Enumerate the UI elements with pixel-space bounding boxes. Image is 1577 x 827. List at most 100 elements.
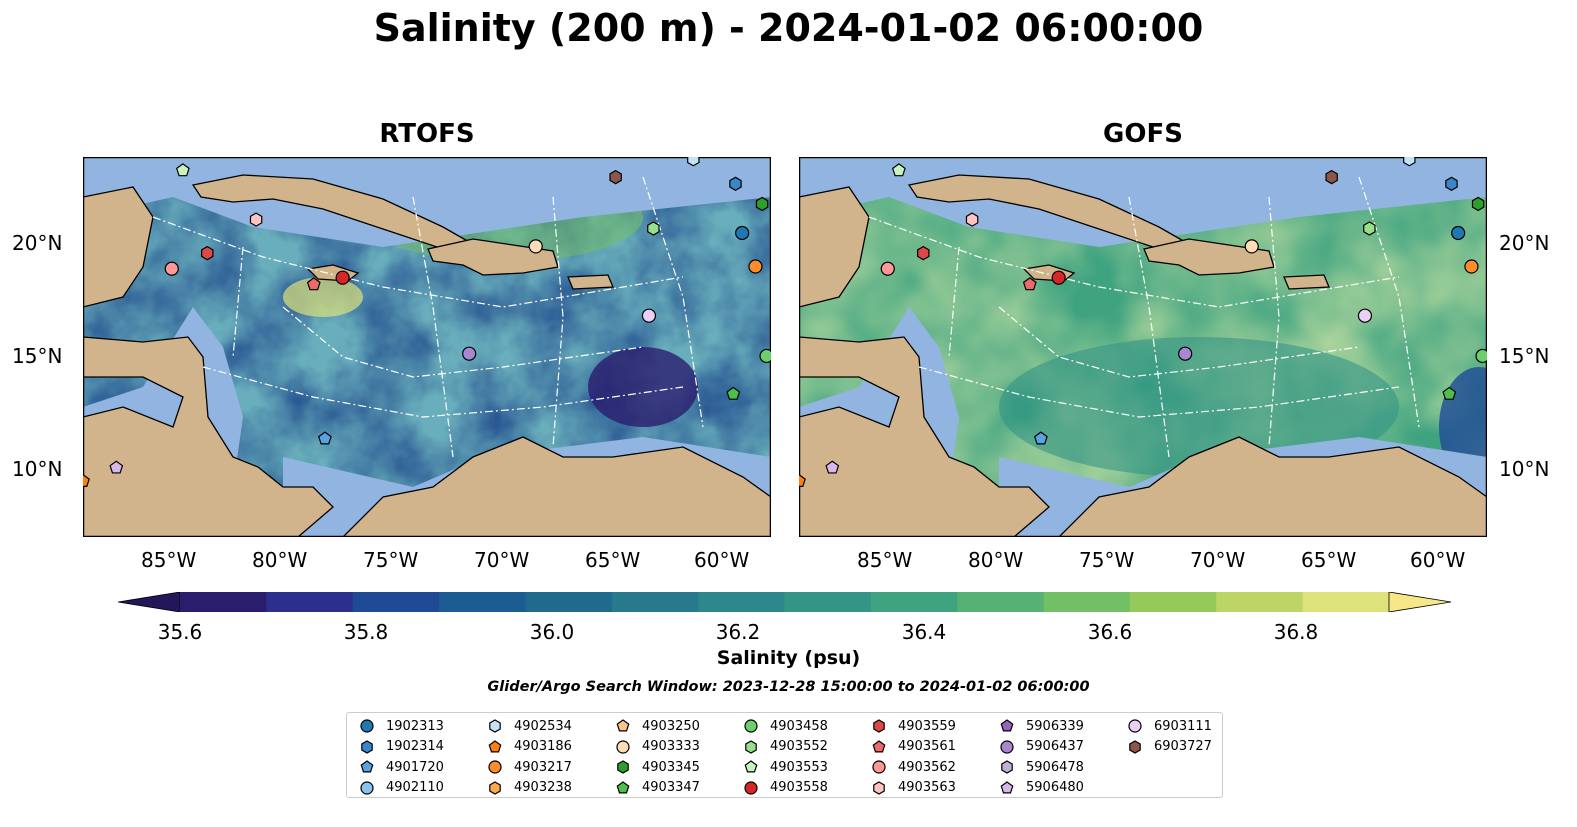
legend-entry: 4903458 <box>743 716 828 736</box>
colorbar-segment <box>1043 592 1131 612</box>
float-marker-4903561 <box>306 277 321 291</box>
legend-label: 4903553 <box>770 759 828 775</box>
boundary-line <box>642 176 704 428</box>
legend-marker-icon <box>1001 760 1013 774</box>
colorbar-segment <box>1216 592 1304 612</box>
float-marker-6903111 <box>1357 308 1373 323</box>
legend-entry: 4903345 <box>615 757 700 777</box>
legend-label: 6903727 <box>1154 739 1212 754</box>
lat-tick-label: 15°N <box>12 344 63 368</box>
lon-tick-label: 60°W <box>694 548 750 572</box>
boundary-line <box>232 246 244 358</box>
legend-label: 5906437 <box>1026 739 1084 754</box>
legend-entry: 5906339 <box>999 716 1084 736</box>
colorbar-segment <box>439 592 526 612</box>
legend-label: 4903559 <box>898 718 956 734</box>
land-south-america <box>342 436 771 537</box>
legend-label: 5906478 <box>1026 759 1084 775</box>
legend-marker-icon <box>616 780 630 793</box>
panel-title-rtofs: RTOFS <box>379 119 475 149</box>
lon-tick-label: 85°W <box>141 548 197 572</box>
colorbar-under-arrow <box>117 591 181 613</box>
lon-tick-label: 85°W <box>857 548 913 572</box>
land-hispaniola <box>427 238 559 276</box>
legend-entry: 6903727 <box>1127 737 1212 757</box>
legend-marker-icon <box>873 780 885 795</box>
colorbar-segment <box>1129 592 1217 612</box>
float-marker-4903562 <box>164 261 179 276</box>
float-marker-4901720 <box>318 431 332 445</box>
legend-label: 4903238 <box>514 780 572 795</box>
land-south-america <box>1058 436 1487 537</box>
float-marker-4903333 <box>1244 239 1259 254</box>
float-marker-6903111 <box>641 308 657 323</box>
legend-label: 4903217 <box>514 759 572 775</box>
lon-tick-label: 65°W <box>1301 548 1357 572</box>
boundary-line <box>948 246 960 358</box>
boundary-line <box>868 216 1400 308</box>
legend-entry: 4903558 <box>743 778 828 798</box>
legend-entry: 4903562 <box>871 757 956 777</box>
legend-label: 4903345 <box>642 759 700 775</box>
legend-marker-icon <box>1129 739 1141 754</box>
colorbar-segment <box>611 592 699 612</box>
float-marker-4903561 <box>1022 277 1037 291</box>
lat-tick-label: 10°N <box>1499 457 1550 481</box>
legend-entry: 5906437 <box>999 737 1084 757</box>
legend-entry: 4903217 <box>487 757 572 777</box>
land-puerto-rico <box>1283 274 1330 290</box>
legend-marker-icon <box>744 760 758 773</box>
lat-tick-label: 20°N <box>1499 231 1550 255</box>
float-marker-5906480 <box>109 460 124 474</box>
land-puerto-rico <box>567 274 614 290</box>
figure-title: Salinity (200 m) - 2024-01-02 06:00:00 <box>373 6 1204 50</box>
colorbar-segment <box>698 592 785 612</box>
float-marker-5906480 <box>825 460 840 474</box>
legend-label: 6903111 <box>1154 718 1212 734</box>
float-marker-5906437 <box>462 346 477 361</box>
legend-entry: 4903250 <box>615 716 700 736</box>
colorbar-over-arrow <box>1388 591 1452 613</box>
lon-tick-label: 70°W <box>474 548 530 572</box>
float-marker-4903458 <box>759 348 771 364</box>
legend-marker-icon <box>1000 739 1014 754</box>
float-legend: 1902313 1902314 4901720 4902110 4902534 49031… <box>346 712 1223 798</box>
legend-marker-icon <box>745 739 757 754</box>
float-marker-4903217 <box>1464 259 1479 274</box>
float-marker-4903333 <box>528 239 543 254</box>
float-marker-5906437 <box>1178 346 1193 361</box>
float-marker-4903562 <box>880 261 895 276</box>
legend-entry: 4903559 <box>871 716 956 736</box>
float-marker-4903347 <box>726 386 741 400</box>
float-marker-4903563 <box>965 212 979 227</box>
float-marker-4903552 <box>1363 221 1376 236</box>
float-marker-4903558 <box>1051 270 1066 285</box>
legend-marker-icon <box>1000 719 1014 732</box>
legend-marker-icon <box>873 719 885 733</box>
colorbar-segment <box>266 592 354 612</box>
legend-marker-icon <box>616 739 630 754</box>
colorbar-tick-label: 36.8 <box>1273 620 1319 644</box>
legend-entry: 4903186 <box>487 737 572 757</box>
legend-label: 4903347 <box>642 780 700 795</box>
legend-entry: 4903333 <box>615 737 700 757</box>
legend-marker-icon <box>360 760 374 773</box>
float-marker-4903345 <box>1471 196 1485 212</box>
legend-label: 4901720 <box>386 759 444 775</box>
colorbar-segment <box>784 592 872 612</box>
land-central-america <box>799 336 1050 537</box>
legend-marker-icon <box>360 780 374 795</box>
colorbar-segment <box>870 592 958 612</box>
legend-entry: 4903347 <box>615 778 700 798</box>
legend-label: 4903563 <box>898 780 956 795</box>
float-marker-4903559 <box>917 245 930 261</box>
legend-label: 4903458 <box>770 718 828 734</box>
legend-label: 1902314 <box>386 739 444 754</box>
map-panel-gofs <box>799 157 1487 537</box>
float-marker-4903553 <box>891 163 906 177</box>
legend-label: 4903186 <box>514 739 572 754</box>
boundary-line <box>1358 176 1420 428</box>
legend-marker-icon <box>744 719 758 733</box>
colorbar-tick-label: 36.6 <box>1087 620 1133 644</box>
legend-label: 4903558 <box>770 780 828 795</box>
